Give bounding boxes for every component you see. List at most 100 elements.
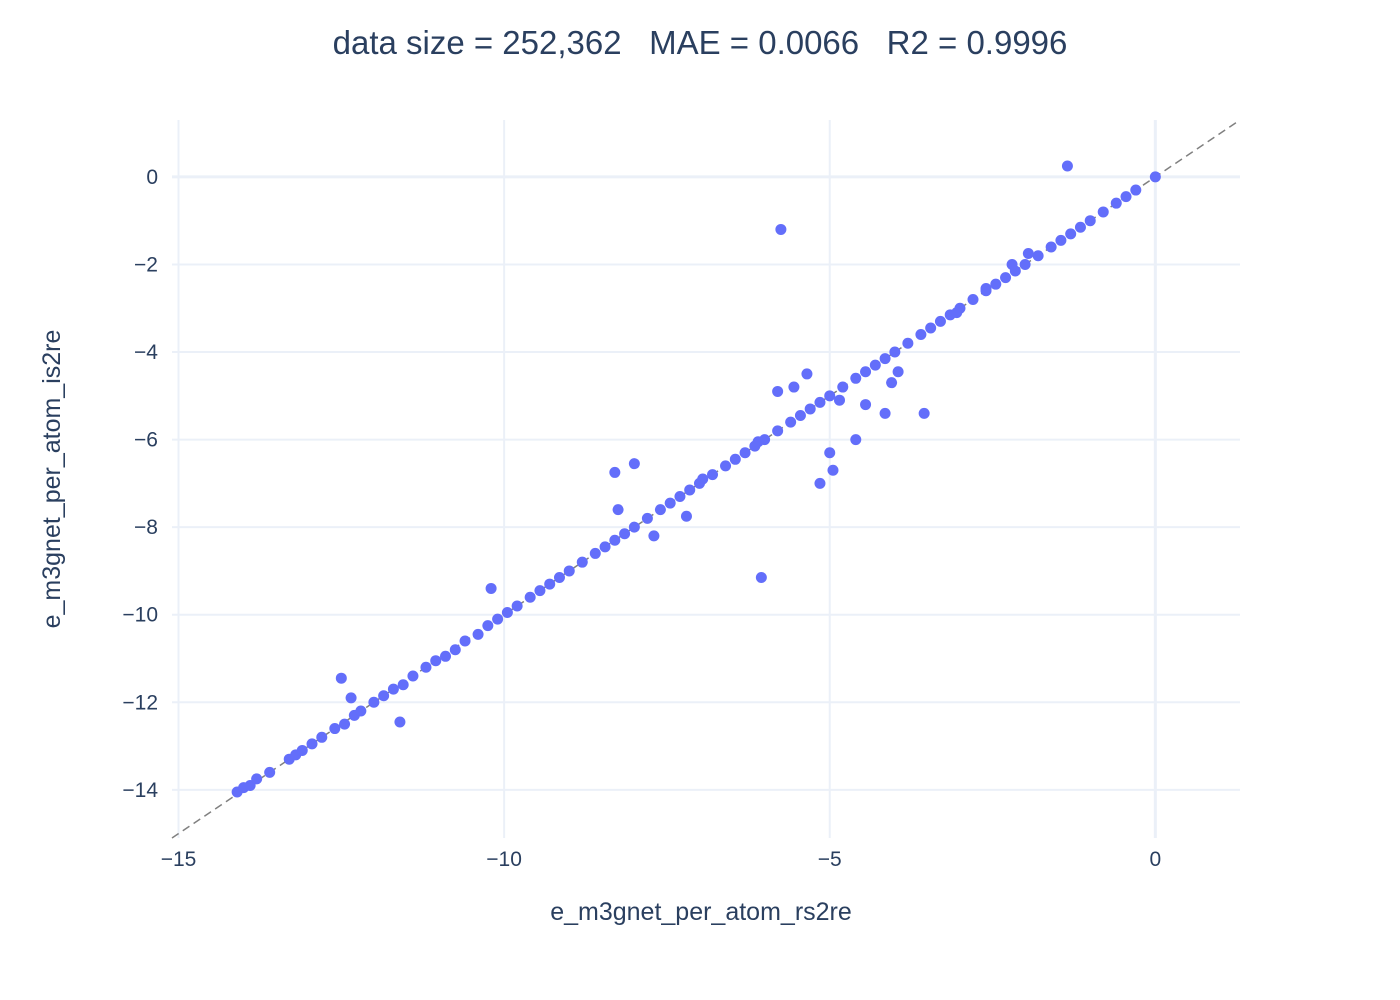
data-point	[329, 723, 341, 735]
data-point	[264, 766, 276, 778]
data-point	[251, 773, 263, 785]
data-point	[459, 635, 471, 647]
data-point	[752, 436, 764, 448]
x-tick-label: 0	[1149, 848, 1161, 871]
data-point	[739, 447, 751, 459]
data-point	[879, 407, 891, 419]
data-point	[967, 294, 979, 305]
data-point	[775, 223, 787, 235]
data-point	[335, 672, 347, 684]
data-point	[387, 683, 399, 695]
data-point	[1149, 171, 1161, 183]
data-point	[339, 718, 351, 730]
data-point	[619, 528, 631, 540]
data-point	[1065, 228, 1077, 240]
y-tick-label: −4	[134, 341, 158, 364]
data-point	[755, 572, 767, 584]
x-tick-label: −15	[161, 848, 197, 871]
data-point	[902, 337, 914, 349]
data-point	[837, 381, 849, 393]
data-point	[609, 534, 621, 546]
data-point	[788, 381, 800, 393]
data-point	[850, 434, 862, 446]
data-point	[674, 491, 686, 503]
data-point	[628, 458, 640, 470]
data-point	[1019, 258, 1031, 270]
x-axis-title: e_m3gnet_per_atom_rs2re	[550, 898, 852, 926]
data-point	[1000, 272, 1012, 284]
data-point	[886, 377, 898, 389]
data-point	[553, 572, 565, 584]
data-point	[772, 425, 784, 437]
y-tick-label: −12	[122, 691, 158, 714]
data-point	[827, 464, 839, 476]
y-tick-label: 0	[146, 166, 158, 189]
data-point	[612, 504, 624, 516]
data-point	[918, 407, 930, 419]
data-point	[1074, 221, 1086, 233]
data-point	[990, 278, 1002, 290]
data-point	[1006, 258, 1018, 270]
data-point	[1022, 248, 1034, 260]
data-point	[420, 661, 432, 673]
data-point	[860, 366, 872, 378]
data-point	[563, 565, 575, 577]
data-point	[472, 628, 484, 640]
data-point	[824, 390, 836, 402]
data-point	[1055, 234, 1067, 246]
data-point	[394, 716, 406, 728]
data-point	[680, 510, 692, 522]
x-tick-label: −10	[486, 848, 522, 871]
data-point	[1045, 241, 1057, 253]
data-point	[1084, 215, 1096, 227]
data-point	[1130, 184, 1142, 196]
data-point	[449, 644, 461, 656]
data-point	[892, 366, 904, 378]
grid-lines	[172, 120, 1240, 838]
data-point	[934, 315, 946, 327]
data-point	[641, 512, 653, 524]
data-point	[869, 359, 881, 371]
data-point	[684, 484, 696, 496]
data-point	[889, 346, 901, 358]
data-point	[524, 591, 536, 603]
data-point	[482, 620, 494, 632]
data-point	[609, 466, 621, 478]
data-point	[368, 696, 380, 708]
data-point	[511, 600, 523, 612]
data-point	[1061, 160, 1073, 172]
data-point	[772, 385, 784, 397]
y-tick-label: −10	[122, 604, 158, 627]
data-point	[951, 307, 963, 319]
data-point	[925, 322, 937, 334]
data-point	[801, 368, 813, 380]
data-point	[430, 655, 442, 667]
data-point	[980, 283, 992, 295]
data-point	[834, 394, 845, 406]
data-point	[879, 353, 891, 365]
data-point	[440, 650, 452, 662]
data-point	[407, 670, 419, 682]
data-point	[824, 447, 836, 459]
data-point	[296, 744, 308, 756]
y-tick-label: −6	[134, 429, 158, 452]
data-point	[589, 547, 601, 559]
y-tick-label: −8	[134, 516, 158, 539]
data-point	[794, 410, 806, 422]
y-tick-label: −14	[122, 779, 158, 802]
data-point	[599, 541, 611, 553]
data-point	[915, 329, 927, 341]
data-point	[1097, 206, 1109, 218]
data-point	[697, 473, 709, 485]
data-point	[729, 453, 741, 465]
data-point	[492, 613, 504, 625]
x-tick-labels: −15 −10 −5 0	[161, 848, 1161, 871]
data-point	[576, 556, 588, 568]
data-point	[316, 731, 328, 743]
data-point	[654, 504, 666, 516]
data-point	[814, 477, 826, 489]
data-points	[231, 160, 1161, 798]
y-tick-label: −2	[134, 253, 158, 276]
data-point	[648, 530, 660, 542]
data-point	[1032, 250, 1044, 262]
